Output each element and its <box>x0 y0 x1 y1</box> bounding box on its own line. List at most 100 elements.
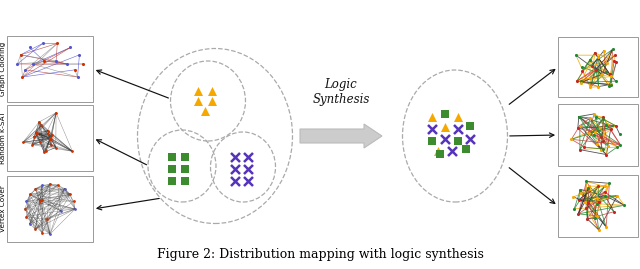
Point <box>32 131 42 135</box>
Point <box>39 59 49 63</box>
Point <box>72 75 83 79</box>
Point <box>167 179 177 183</box>
Point <box>37 183 47 187</box>
Point <box>584 184 595 188</box>
Point <box>600 190 610 194</box>
Point <box>51 59 61 63</box>
Point <box>605 83 616 87</box>
Point <box>20 207 30 211</box>
Point <box>427 127 437 131</box>
Point <box>580 200 590 204</box>
Point <box>576 79 586 83</box>
Point <box>592 196 602 200</box>
Point <box>440 125 450 129</box>
Point <box>36 123 46 128</box>
Point <box>598 115 609 119</box>
Point <box>200 109 210 113</box>
Point <box>440 137 450 141</box>
Point <box>65 45 76 50</box>
Point <box>167 167 177 171</box>
Point <box>193 99 203 103</box>
Point <box>42 128 52 133</box>
Text: Logic
Synthesis: Logic Synthesis <box>312 78 370 106</box>
Point <box>56 208 66 213</box>
Point <box>435 152 445 156</box>
Point <box>598 117 608 121</box>
Point <box>601 70 611 74</box>
Point <box>41 149 51 153</box>
Point <box>43 132 53 136</box>
Point <box>46 136 56 141</box>
Point <box>593 228 604 232</box>
Point <box>230 155 240 159</box>
Point <box>620 203 630 207</box>
Point <box>453 139 463 143</box>
Point <box>593 184 604 188</box>
Point <box>243 167 253 171</box>
Point <box>589 216 600 221</box>
Text: Figure 2: Distribution mapping with logic synthesis: Figure 2: Distribution mapping with logi… <box>157 248 483 261</box>
Point <box>593 55 603 59</box>
Point <box>34 120 44 124</box>
Point <box>612 194 623 198</box>
Bar <box>7 176 93 242</box>
Point <box>70 68 80 72</box>
Bar <box>558 175 638 237</box>
Point <box>585 116 595 120</box>
Point <box>611 59 621 64</box>
Point <box>602 153 612 157</box>
Point <box>575 147 585 152</box>
Point <box>583 185 593 190</box>
Point <box>24 192 35 196</box>
Point <box>605 127 616 132</box>
Text: Random k-SAT: Random k-SAT <box>0 112 6 164</box>
Point <box>612 145 623 149</box>
Point <box>604 181 614 185</box>
Point <box>577 65 588 69</box>
Point <box>576 191 586 195</box>
Point <box>606 82 616 87</box>
Point <box>46 143 56 147</box>
Point <box>571 53 581 57</box>
Point <box>589 51 600 55</box>
Point <box>582 217 593 221</box>
Point <box>67 149 77 154</box>
Point <box>207 99 217 103</box>
Point <box>68 199 79 203</box>
Point <box>586 85 596 90</box>
Point <box>52 41 62 45</box>
Point <box>28 62 38 66</box>
Point <box>230 179 240 183</box>
Point <box>575 187 586 192</box>
Point <box>243 179 253 183</box>
Bar <box>7 36 93 102</box>
Point <box>461 147 471 151</box>
Point <box>575 123 585 128</box>
Point <box>581 179 591 184</box>
Point <box>601 123 611 127</box>
Point <box>568 195 579 199</box>
Bar <box>558 104 638 166</box>
Point <box>573 197 584 202</box>
Point <box>427 139 437 143</box>
Point <box>465 124 475 128</box>
Point <box>465 137 475 141</box>
Point <box>614 132 625 136</box>
Point <box>45 232 55 236</box>
Point <box>51 111 61 115</box>
Point <box>589 112 599 116</box>
Bar <box>7 105 93 171</box>
Point <box>24 45 35 50</box>
Point <box>45 136 55 140</box>
Point <box>598 139 609 143</box>
Point <box>17 75 28 79</box>
Point <box>609 210 619 214</box>
Point <box>585 58 595 62</box>
Point <box>65 192 76 196</box>
Point <box>433 149 443 153</box>
Point <box>591 202 602 206</box>
Point <box>605 72 615 76</box>
Point <box>611 79 621 83</box>
Point <box>15 53 26 57</box>
Point <box>611 123 621 128</box>
